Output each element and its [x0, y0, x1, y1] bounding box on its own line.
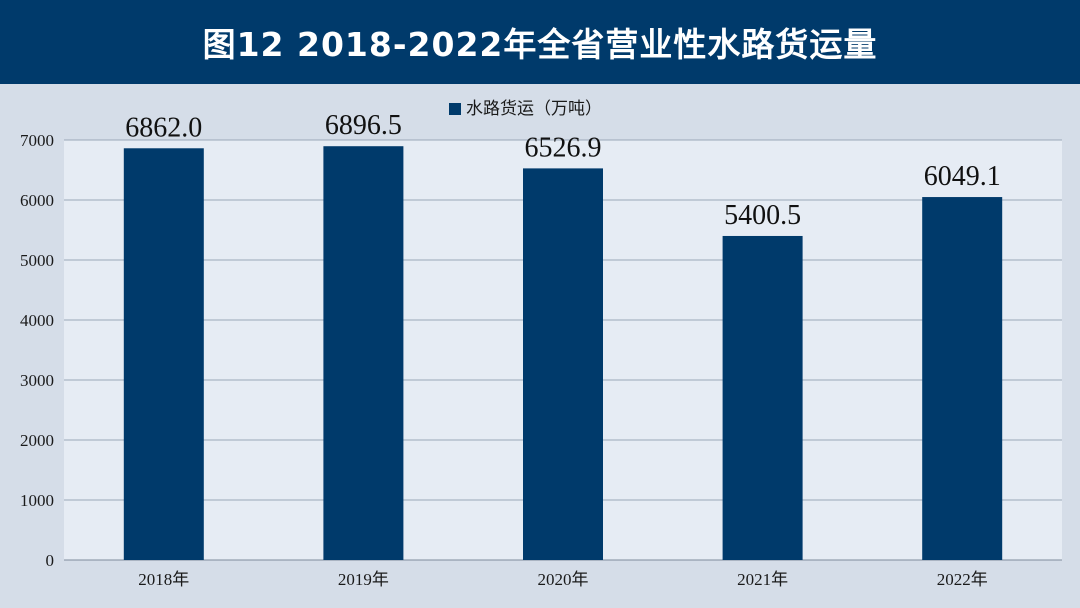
bar-value-label: 6896.5	[325, 110, 402, 141]
title-banner: 图12 2018-2022年全省营业性水路货运量	[0, 0, 1080, 84]
x-tick-label: 2021年	[737, 570, 788, 589]
x-tick-label: 2018年	[138, 570, 189, 589]
legend-swatch	[449, 103, 461, 115]
x-tick-label: 2022年	[937, 570, 988, 589]
x-tick-label: 2019年	[338, 570, 389, 589]
y-tick-label: 0	[46, 551, 55, 570]
bar-chart: 6862.0 6896.5 6526.9 5400.5 6049.1 0 1000 2000…	[20, 99, 1062, 589]
chart-title: 图12 2018-2022年全省营业性水路货运量	[202, 25, 878, 64]
bar	[722, 235, 803, 560]
y-tick-label: 1000	[20, 491, 54, 510]
bars	[123, 146, 1003, 561]
bar	[323, 146, 404, 560]
value-labels: 6862.0 6896.5 6526.9 5400.5 6049.1	[125, 110, 1000, 231]
y-axis-ticks: 0 1000 2000 3000 4000 5000 6000 7000	[20, 131, 54, 570]
y-tick-label: 3000	[20, 371, 54, 390]
bar-value-label: 6526.9	[525, 132, 602, 163]
bar	[523, 168, 603, 561]
chart-area: 6862.0 6896.5 6526.9 5400.5 6049.1 0 1000 2000…	[0, 84, 1080, 608]
x-tick-label: 2020年	[538, 570, 589, 589]
bar	[123, 148, 204, 560]
legend-label: 水路货运（万吨）	[466, 99, 602, 119]
bar-value-label: 6049.1	[924, 161, 1001, 192]
legend: 水路货运（万吨）	[449, 99, 602, 119]
y-tick-label: 6000	[20, 191, 54, 210]
bar-value-label: 5400.5	[724, 200, 801, 231]
bar-value-label: 6862.0	[125, 112, 202, 143]
y-tick-label: 5000	[20, 251, 54, 270]
y-tick-label: 7000	[20, 131, 54, 150]
y-tick-label: 4000	[20, 311, 54, 330]
bar	[922, 197, 1003, 560]
x-axis-ticks: 2018年 2019年 2020年 2021年 2022年	[138, 570, 987, 589]
y-tick-label: 2000	[20, 431, 54, 450]
